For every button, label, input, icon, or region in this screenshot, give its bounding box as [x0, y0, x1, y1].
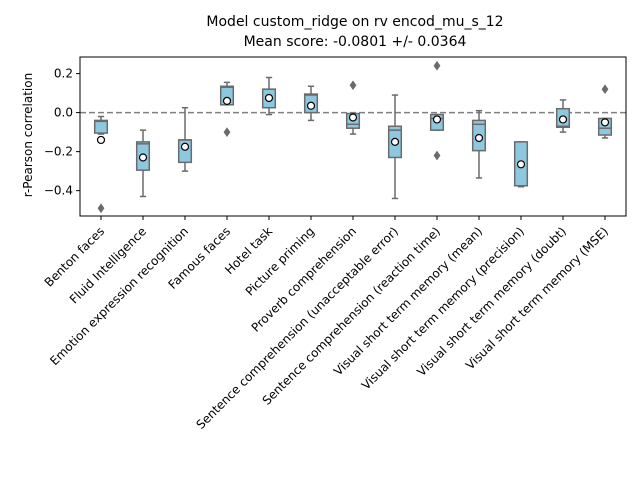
- outlier-point: [433, 150, 441, 161]
- box-iqr: [93, 119, 109, 134]
- x-tick-label: Sentence comprehension (unacceptable err…: [193, 224, 401, 432]
- x-tick-label: Fluid Intelligence: [67, 224, 149, 306]
- chart-title-line-1: Model custom_ridge on rv encod_mu_s_12: [206, 14, 503, 30]
- mean-marker: [600, 118, 610, 127]
- mean-marker: [222, 96, 232, 105]
- mean-marker: [138, 153, 148, 162]
- y-tick-label: 0.2: [54, 67, 73, 81]
- outlier-point: [349, 80, 357, 91]
- x-tick-label: Visual short term memory (doubt): [414, 224, 569, 379]
- y-tick-label: −0.2: [44, 145, 73, 159]
- x-tick-label: Visual short term memory (mean): [331, 224, 485, 378]
- outlier-point: [601, 84, 609, 95]
- mean-marker: [180, 142, 190, 151]
- mean-marker: [432, 115, 442, 124]
- mean-marker: [264, 93, 274, 103]
- y-axis-label: r-Pearson correlation: [21, 73, 35, 197]
- mean-marker: [306, 101, 316, 110]
- mean-marker: [390, 137, 400, 146]
- mean-marker: [516, 160, 526, 169]
- outlier-point: [223, 127, 231, 137]
- axes-frame: [79, 56, 627, 217]
- outlier-point: [433, 60, 441, 71]
- mean-marker: [348, 113, 358, 122]
- chart-title-line-2: Mean score: -0.0801 +/- 0.0364: [244, 34, 467, 50]
- mean-marker: [96, 135, 106, 145]
- mean-marker: [474, 133, 484, 143]
- y-tick-label: −0.4: [44, 184, 73, 198]
- y-tick-label: 0.0: [54, 106, 73, 120]
- outlier-point: [97, 203, 105, 214]
- mean-marker: [558, 115, 568, 124]
